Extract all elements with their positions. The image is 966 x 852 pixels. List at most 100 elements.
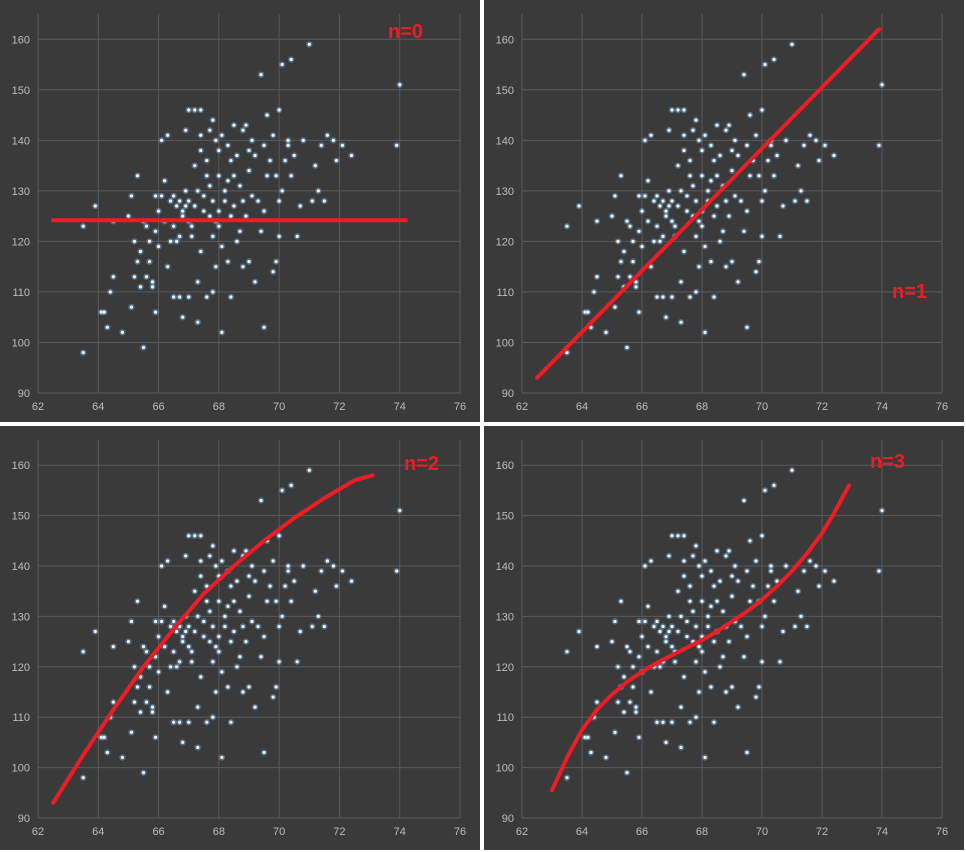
data-point bbox=[247, 148, 251, 153]
data-point bbox=[754, 270, 758, 274]
data-point bbox=[709, 143, 713, 147]
data-point bbox=[682, 559, 686, 563]
data-point bbox=[211, 624, 215, 629]
data-point bbox=[217, 148, 221, 153]
data-point bbox=[153, 229, 158, 233]
data-point bbox=[604, 755, 608, 760]
data-point bbox=[727, 640, 731, 644]
data-point bbox=[232, 204, 236, 208]
data-point bbox=[120, 755, 124, 760]
data-point bbox=[159, 619, 164, 624]
data-point bbox=[694, 715, 698, 719]
data-point bbox=[724, 128, 728, 132]
data-point bbox=[310, 624, 314, 629]
data-point bbox=[763, 189, 767, 193]
data-point bbox=[325, 559, 329, 563]
data-point bbox=[223, 189, 227, 193]
data-point bbox=[229, 640, 233, 644]
data-point bbox=[313, 589, 317, 593]
y-tick-label: 150 bbox=[496, 85, 514, 97]
y-tick-label: 120 bbox=[12, 662, 30, 674]
data-point bbox=[577, 629, 581, 634]
data-point bbox=[667, 554, 671, 558]
data-point bbox=[880, 83, 884, 87]
data-point bbox=[799, 614, 803, 619]
data-point bbox=[181, 209, 185, 213]
data-point bbox=[163, 604, 167, 608]
data-point bbox=[799, 189, 803, 193]
data-point bbox=[398, 508, 402, 513]
data-point bbox=[619, 599, 623, 603]
data-point bbox=[832, 579, 836, 583]
data-point bbox=[670, 645, 674, 649]
data-point bbox=[565, 350, 569, 355]
data-point bbox=[796, 589, 800, 593]
data-point bbox=[664, 640, 668, 644]
x-tick-label: 72 bbox=[816, 401, 828, 413]
data-point bbox=[703, 670, 707, 674]
data-point bbox=[178, 234, 182, 238]
data-point bbox=[703, 244, 707, 249]
data-point bbox=[214, 138, 218, 142]
chart-panel-2: 62 64 66 68 70 72 74 76 90 100 110 120 130 140 150 160 n… bbox=[484, 0, 964, 422]
data-point bbox=[196, 614, 200, 619]
data-point bbox=[217, 634, 221, 639]
data-point bbox=[772, 599, 776, 603]
data-point bbox=[156, 209, 161, 213]
data-point bbox=[147, 685, 152, 689]
data-point bbox=[169, 199, 173, 203]
data-point bbox=[694, 660, 698, 664]
data-point bbox=[190, 660, 194, 664]
data-point bbox=[790, 468, 794, 472]
data-point bbox=[334, 158, 339, 163]
data-point bbox=[178, 720, 182, 724]
data-point bbox=[784, 564, 788, 568]
data-point bbox=[631, 260, 635, 264]
data-point bbox=[718, 665, 722, 669]
data-point bbox=[700, 174, 704, 178]
data-point bbox=[694, 624, 698, 629]
data-point bbox=[679, 189, 683, 193]
data-point bbox=[211, 290, 215, 294]
x-tick-label: 74 bbox=[876, 401, 888, 413]
data-point bbox=[214, 645, 218, 649]
data-point bbox=[129, 619, 134, 624]
x-tick-label: 64 bbox=[92, 826, 104, 838]
data-point bbox=[181, 214, 185, 218]
data-point bbox=[217, 209, 221, 213]
data-point bbox=[727, 214, 731, 218]
data-point bbox=[817, 158, 821, 163]
data-point bbox=[724, 554, 728, 558]
data-point bbox=[289, 599, 293, 603]
data-point bbox=[147, 665, 152, 669]
data-point bbox=[247, 574, 251, 578]
data-point bbox=[616, 700, 620, 704]
data-point bbox=[709, 604, 713, 608]
data-point bbox=[220, 670, 224, 674]
data-point bbox=[583, 310, 587, 314]
data-point bbox=[661, 295, 665, 299]
y-tick-label: 140 bbox=[12, 561, 30, 573]
data-point bbox=[700, 224, 704, 228]
data-point bbox=[132, 239, 137, 243]
data-point bbox=[712, 720, 716, 724]
x-tick-label: 70 bbox=[756, 826, 768, 838]
y-tick-label: 100 bbox=[12, 763, 30, 775]
data-point bbox=[655, 194, 659, 198]
data-point bbox=[238, 184, 242, 188]
data-point bbox=[802, 569, 806, 573]
data-point bbox=[877, 143, 881, 147]
data-point bbox=[199, 108, 203, 112]
data-point bbox=[697, 265, 701, 269]
data-point bbox=[166, 559, 170, 563]
data-point bbox=[241, 690, 245, 694]
data-point bbox=[247, 594, 251, 598]
data-point bbox=[748, 599, 752, 603]
data-point bbox=[664, 214, 668, 218]
y-tick-label: 110 bbox=[12, 712, 30, 724]
data-point bbox=[244, 123, 248, 127]
data-point bbox=[208, 128, 212, 132]
data-point bbox=[235, 239, 239, 243]
data-point bbox=[760, 660, 764, 664]
data-point bbox=[745, 750, 749, 755]
